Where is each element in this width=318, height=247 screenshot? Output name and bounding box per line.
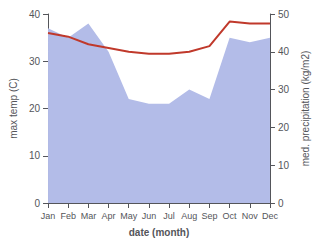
svg-text:Aug: Aug bbox=[181, 211, 197, 221]
svg-text:Oct: Oct bbox=[223, 211, 238, 221]
svg-text:Jan: Jan bbox=[41, 211, 56, 221]
svg-text:Nov: Nov bbox=[242, 211, 259, 221]
svg-text:max temp (C): max temp (C) bbox=[8, 78, 19, 139]
svg-text:40: 40 bbox=[278, 46, 290, 57]
svg-text:20: 20 bbox=[278, 122, 290, 133]
svg-text:date (month): date (month) bbox=[129, 227, 190, 238]
svg-text:Mar: Mar bbox=[81, 211, 97, 221]
svg-text:30: 30 bbox=[278, 84, 290, 95]
svg-text:Jul: Jul bbox=[163, 211, 175, 221]
svg-text:10: 10 bbox=[278, 160, 290, 171]
svg-text:50: 50 bbox=[278, 9, 290, 20]
svg-text:Dec: Dec bbox=[262, 211, 279, 221]
svg-text:med. precipitation (kg/m2): med. precipitation (kg/m2) bbox=[300, 51, 311, 167]
svg-text:Jun: Jun bbox=[142, 211, 157, 221]
svg-text:May: May bbox=[120, 211, 138, 221]
svg-text:0: 0 bbox=[278, 198, 284, 209]
svg-text:30: 30 bbox=[29, 56, 41, 67]
svg-text:10: 10 bbox=[29, 150, 41, 161]
svg-text:Sep: Sep bbox=[201, 211, 217, 221]
svg-text:Feb: Feb bbox=[60, 211, 76, 221]
svg-text:40: 40 bbox=[29, 9, 41, 20]
svg-text:0: 0 bbox=[34, 198, 40, 209]
svg-text:20: 20 bbox=[29, 103, 41, 114]
svg-text:Apr: Apr bbox=[102, 211, 116, 221]
